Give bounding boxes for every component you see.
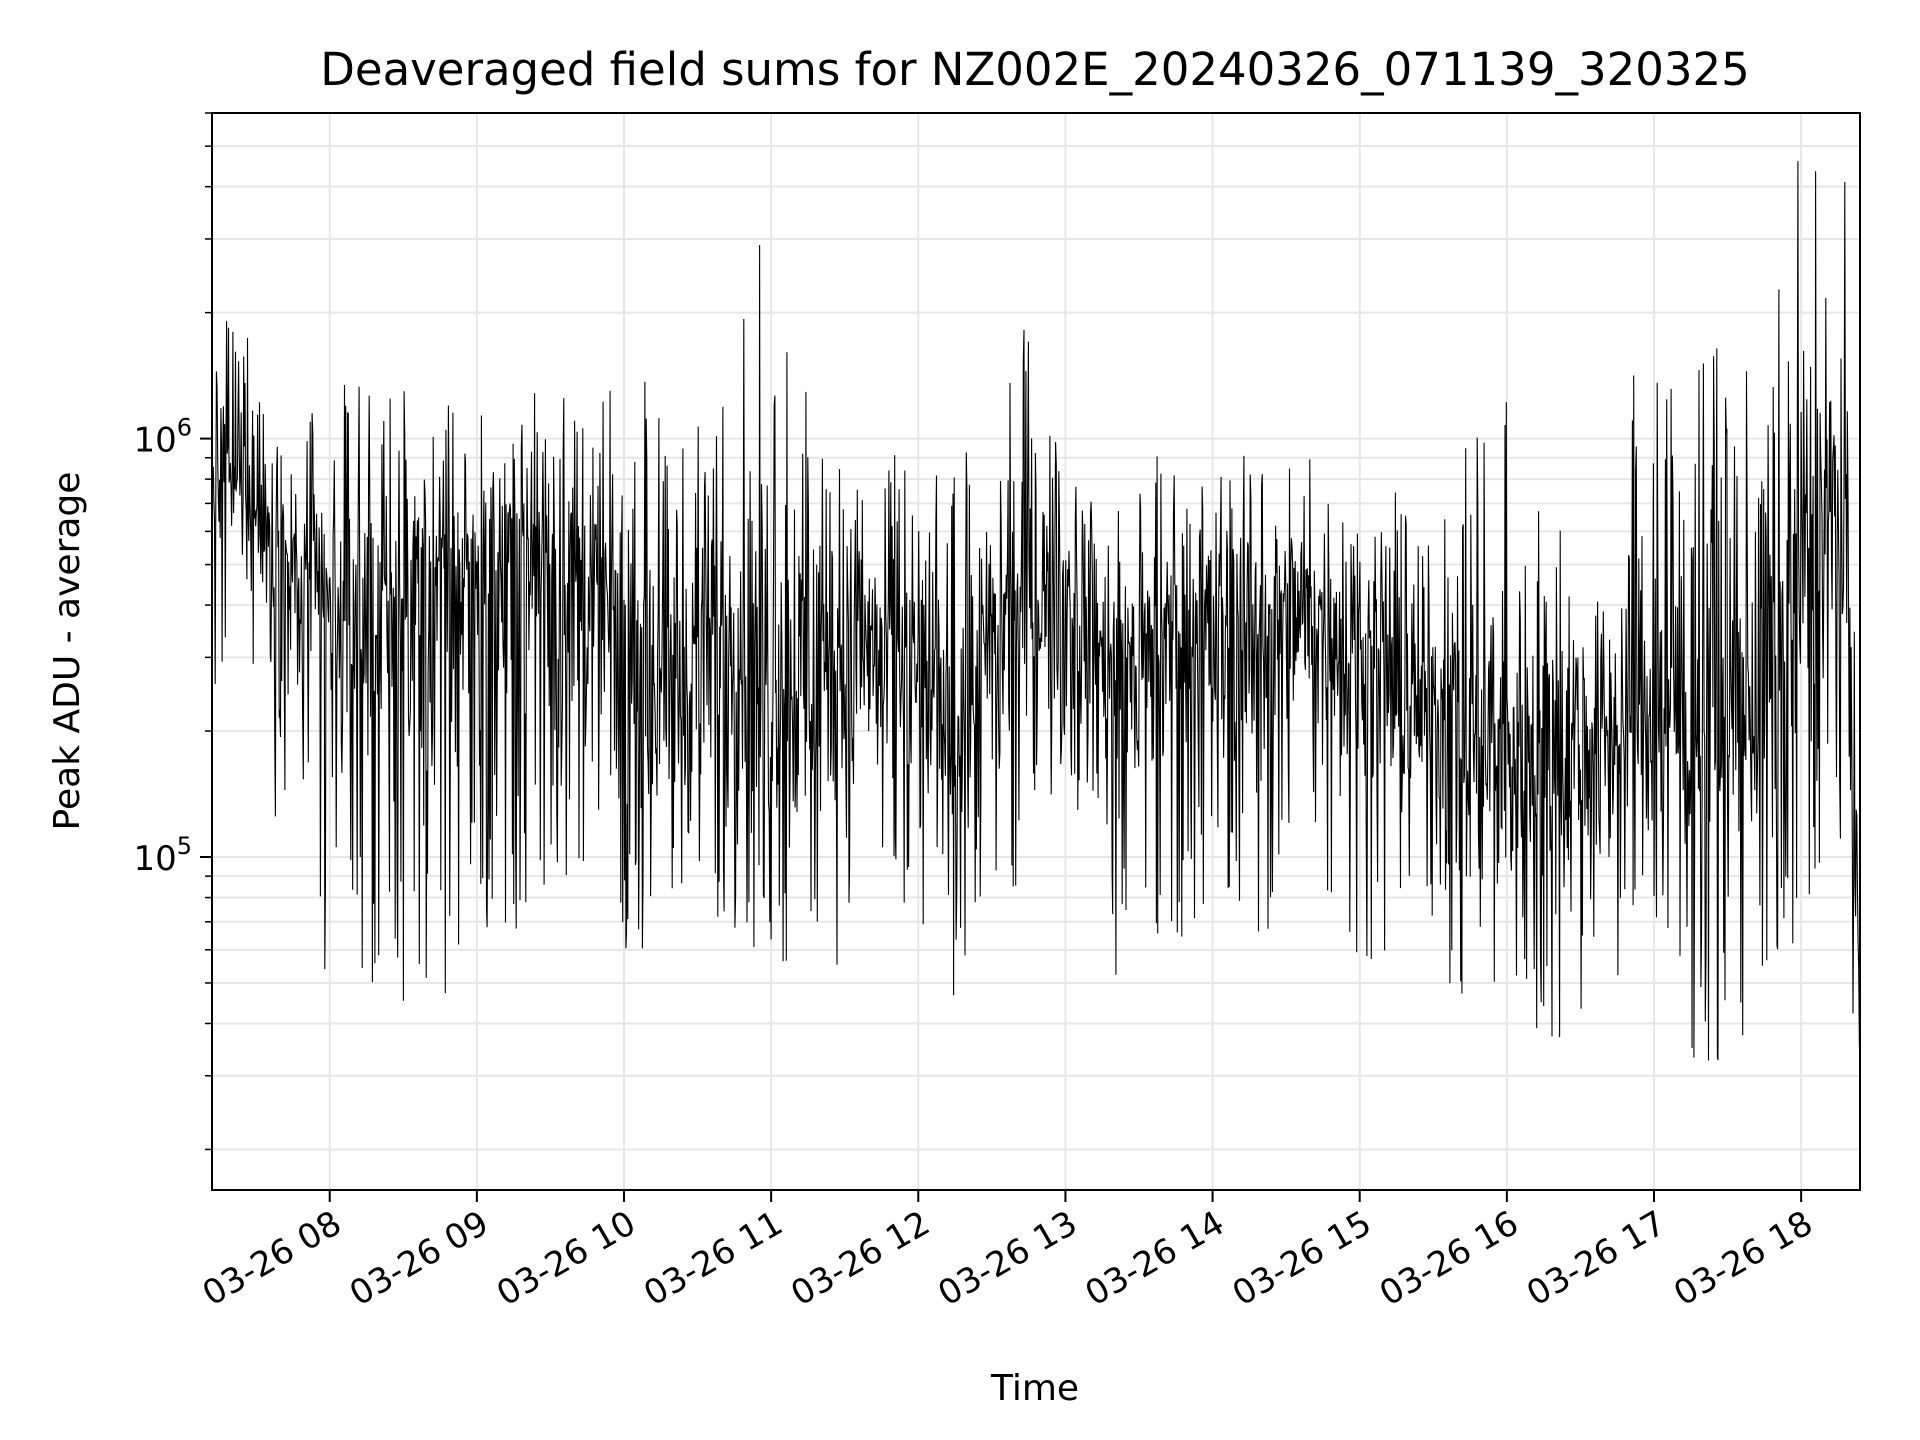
x-axis-label: Time: [990, 1368, 1079, 1409]
y-tick-label: 106: [133, 414, 192, 461]
y-tick-label: 105: [133, 832, 192, 879]
chart-title: Deaveraged field sums for NZ002E_2024032…: [320, 43, 1749, 96]
series-trace: [211, 161, 1861, 1061]
plot-area-frame: [211, 112, 1861, 1191]
series-line: [211, 161, 1861, 1061]
y-axis-label: Peak ADU - average: [47, 472, 88, 831]
